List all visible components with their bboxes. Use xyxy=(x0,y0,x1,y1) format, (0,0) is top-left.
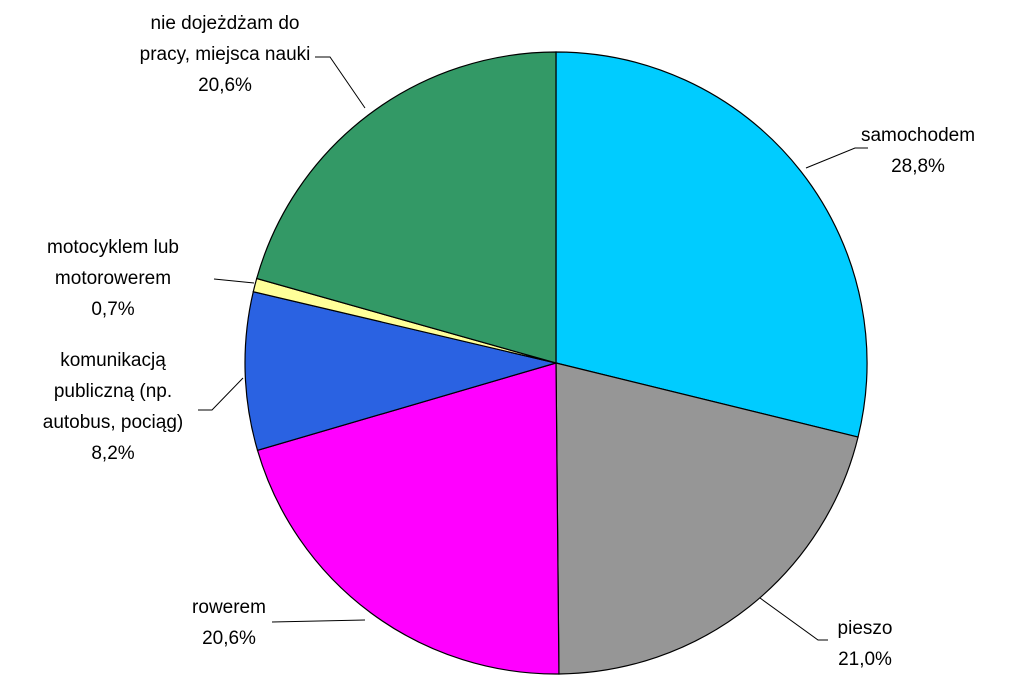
slice-label: samochodem 28,8% xyxy=(843,120,993,182)
leader-line xyxy=(213,278,255,284)
value-label: 20,6% xyxy=(202,628,256,649)
slice-label: komunikacją publiczną (np. autobus, poci… xyxy=(23,345,203,469)
leader-line xyxy=(198,377,244,411)
category-label: komunikacją publiczną (np. autobus, poci… xyxy=(42,350,184,433)
leader-line xyxy=(271,619,366,623)
pie-slice xyxy=(555,362,859,675)
value-label: 8,2% xyxy=(91,443,135,464)
pie-slice xyxy=(555,51,868,438)
leader-line xyxy=(805,147,868,169)
leader-line xyxy=(315,56,366,109)
category-label: motocyklem lub motorowerem xyxy=(47,237,179,289)
slice-label: motocyklem lub motorowerem 0,7% xyxy=(33,232,193,325)
slice-label: rowerem 20,6% xyxy=(174,592,284,654)
leader-line xyxy=(759,597,828,641)
value-label: 28,8% xyxy=(891,156,945,177)
pie-slice xyxy=(244,291,559,452)
category-label: rowerem xyxy=(192,597,266,618)
category-label: pieszo xyxy=(837,618,893,639)
slice-label: pieszo 21,0% xyxy=(810,613,920,675)
value-label: 20,6% xyxy=(198,75,252,96)
value-label: 0,7% xyxy=(91,299,135,320)
category-label: samochodem xyxy=(860,125,976,146)
slice-label: nie dojeżdżam do pracy, miejsca nauki 20,… xyxy=(125,8,325,101)
value-label: 21,0% xyxy=(838,649,892,670)
category-label: nie dojeżdżam do pracy, miejsca nauki xyxy=(139,13,311,65)
pie-slice xyxy=(255,51,557,364)
pie-slice xyxy=(256,362,560,675)
